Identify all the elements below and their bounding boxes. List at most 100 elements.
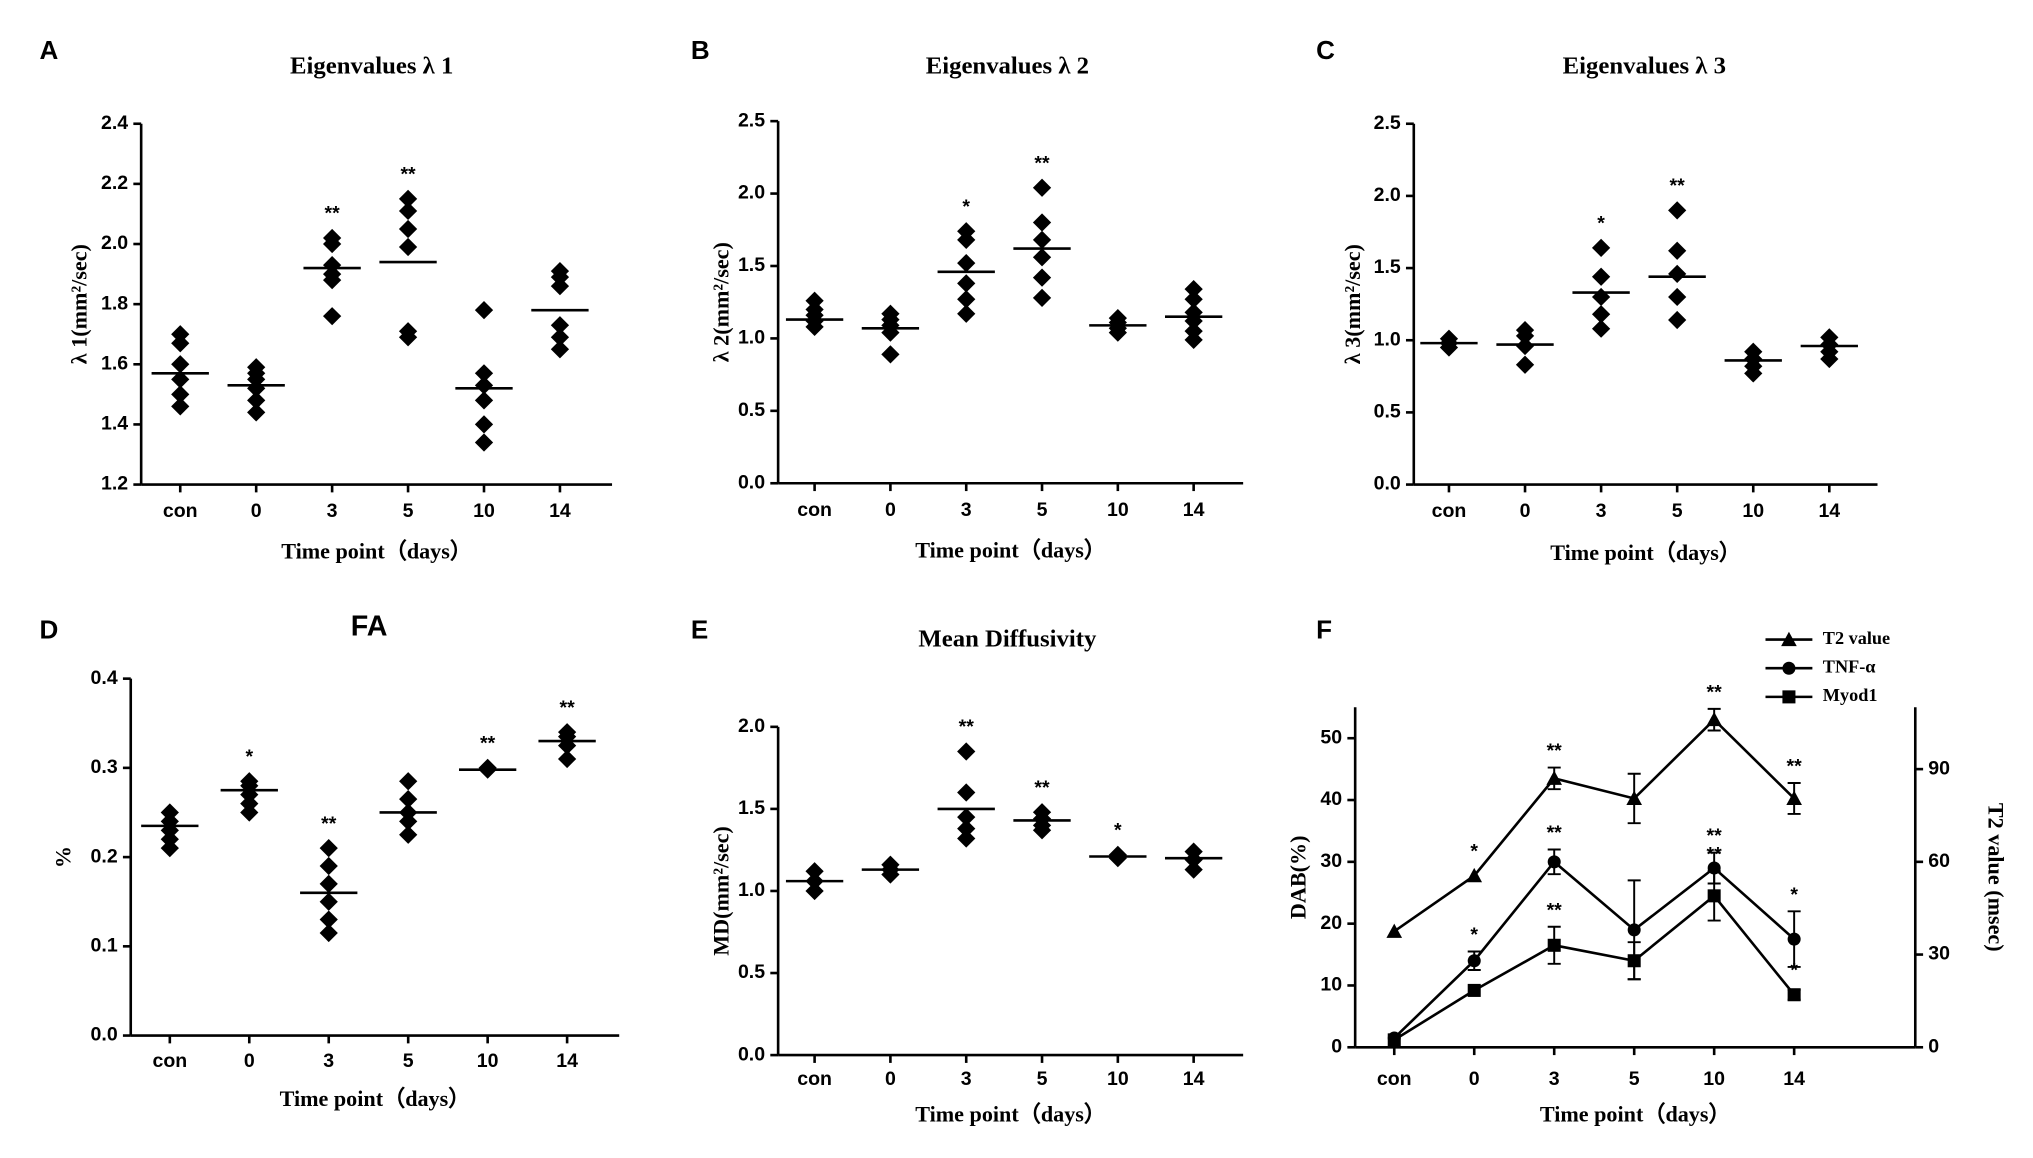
data-point bbox=[474, 376, 494, 395]
panel-letter: E bbox=[691, 615, 708, 645]
data-point bbox=[957, 819, 976, 838]
data-point bbox=[957, 253, 976, 273]
data-point bbox=[1786, 790, 1802, 805]
data-point bbox=[957, 807, 976, 827]
y-tick-label: 2.0 bbox=[738, 182, 765, 204]
chart-title: Eigenvalues λ 1 bbox=[290, 52, 453, 79]
x-tick-label: 10 bbox=[1703, 1068, 1725, 1090]
x-axis-label: Time point（days） bbox=[1550, 540, 1741, 565]
y-tick-label: 10 bbox=[1320, 974, 1342, 996]
data-point bbox=[1032, 230, 1052, 250]
x-tick-label: con bbox=[1377, 1068, 1412, 1090]
significance: ** bbox=[1547, 899, 1563, 921]
data-point bbox=[1707, 889, 1721, 903]
data-point bbox=[1744, 364, 1763, 383]
series-line bbox=[1393, 859, 1796, 1039]
significance: * bbox=[1470, 955, 1478, 977]
data-point bbox=[957, 274, 976, 293]
y-axis-label: λ 2(mm²/sec) bbox=[708, 242, 733, 362]
y-axis-label: % bbox=[51, 846, 76, 868]
x-tick-label: 0 bbox=[251, 500, 262, 522]
significance: ** bbox=[480, 733, 496, 755]
significance: ** bbox=[400, 164, 416, 186]
x-tick-label: 10 bbox=[1107, 1068, 1129, 1090]
x-tick-label: 3 bbox=[1596, 500, 1607, 522]
x-tick-label: con bbox=[152, 1050, 187, 1072]
data-point bbox=[1668, 310, 1687, 330]
x-tick-label: 0 bbox=[885, 499, 896, 521]
y-tick-label: 0.1 bbox=[91, 934, 118, 956]
data-point bbox=[1591, 319, 1611, 338]
y-tick-label: 0.0 bbox=[738, 471, 765, 493]
x-tick-label: con bbox=[1432, 500, 1467, 522]
significance: ** bbox=[1547, 822, 1563, 844]
significance: * bbox=[1790, 884, 1798, 906]
y-tick-label: 0.0 bbox=[91, 1024, 118, 1046]
y-tick-label: 2.0 bbox=[738, 715, 765, 737]
data-point bbox=[1467, 954, 1481, 968]
y-axis-label: MD(mm²/sec) bbox=[708, 826, 733, 956]
data-point bbox=[1706, 711, 1722, 727]
y-tick-label: 0.4 bbox=[91, 667, 118, 689]
data-point bbox=[557, 749, 577, 769]
y-tick-label: 1.0 bbox=[738, 879, 765, 901]
significance: ** bbox=[1707, 825, 1723, 847]
x-tick-label: con bbox=[797, 499, 832, 521]
significance: ** bbox=[560, 697, 576, 719]
legend-marker bbox=[1781, 631, 1797, 647]
data-point bbox=[398, 237, 418, 257]
panel-letter: A bbox=[40, 35, 59, 65]
data-point bbox=[881, 323, 900, 342]
y-tick-label: 0.5 bbox=[738, 399, 765, 421]
x-tick-label: 5 bbox=[403, 500, 414, 522]
data-point bbox=[398, 219, 418, 239]
data-point bbox=[1184, 311, 1203, 331]
x-tick-label: 10 bbox=[473, 500, 495, 522]
data-point bbox=[171, 355, 190, 374]
x-tick-label: 5 bbox=[1037, 1068, 1048, 1090]
y-tick-label: 1.6 bbox=[101, 352, 128, 374]
data-point bbox=[1386, 923, 1403, 938]
data-point bbox=[474, 433, 494, 452]
data-point bbox=[323, 270, 342, 290]
data-point bbox=[1515, 336, 1535, 356]
x-tick-label: 5 bbox=[1672, 500, 1683, 522]
data-point bbox=[1184, 850, 1203, 869]
x-tick-label: 14 bbox=[1818, 500, 1840, 522]
series-line bbox=[1393, 717, 1796, 933]
data-point bbox=[1546, 770, 1563, 785]
y-tick-label: 2.5 bbox=[1374, 112, 1401, 134]
panel-letter: D bbox=[40, 615, 59, 645]
data-point bbox=[1668, 241, 1687, 260]
x-axis-label: Time point（days） bbox=[915, 1101, 1106, 1126]
y-tick-label: 1.2 bbox=[101, 473, 128, 495]
data-point bbox=[1515, 326, 1535, 346]
x-tick-label: 10 bbox=[477, 1050, 499, 1072]
data-point bbox=[1668, 201, 1687, 220]
significance: ** bbox=[1034, 777, 1050, 799]
x-tick-label: 5 bbox=[1629, 1068, 1640, 1090]
x-axis-label: Time point（days） bbox=[915, 537, 1106, 562]
y-tick-label: 2.0 bbox=[101, 232, 128, 254]
chart-title: Eigenvalues λ 2 bbox=[926, 52, 1089, 79]
data-point bbox=[1787, 932, 1801, 946]
y-tick-label: 0.2 bbox=[91, 845, 118, 867]
y-tick-label: 50 bbox=[1320, 726, 1342, 748]
data-point bbox=[171, 397, 190, 416]
data-point bbox=[1668, 287, 1687, 307]
data-point bbox=[957, 829, 976, 848]
y-tick-label: 0 bbox=[1331, 1035, 1342, 1057]
significance: ** bbox=[959, 716, 975, 738]
significance: ** bbox=[321, 813, 337, 835]
x-tick-label: 14 bbox=[1183, 499, 1205, 521]
data-point bbox=[319, 839, 338, 858]
data-point bbox=[957, 742, 976, 761]
data-point bbox=[474, 391, 494, 410]
y-tick-label: 1.0 bbox=[1374, 328, 1401, 350]
legend-label: Myod1 bbox=[1823, 685, 1878, 705]
x-tick-label: 0 bbox=[244, 1050, 255, 1072]
data-point bbox=[1108, 849, 1127, 868]
x-axis-label: Time point（days） bbox=[280, 1086, 471, 1111]
x-tick-label: 5 bbox=[1037, 499, 1048, 521]
legend-label: TNF-α bbox=[1823, 656, 1876, 676]
